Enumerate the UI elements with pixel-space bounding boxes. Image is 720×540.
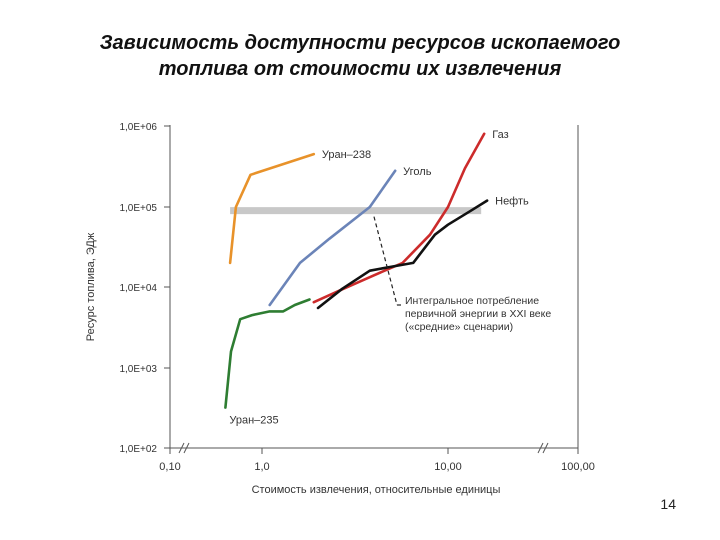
- series-label-уран-235: Уран–235: [229, 415, 278, 427]
- axis-break-left: [178, 442, 190, 454]
- y-axis-label: Ресурс топлива, ЭДж: [85, 232, 97, 341]
- y-tick-label: 1,0E+05: [119, 203, 157, 214]
- series-line-уран-235: [224, 298, 311, 409]
- x-tick-label: 10,00: [434, 461, 462, 473]
- x-axis-ticks: 0,10 1,0 10,00 100,00: [159, 448, 595, 473]
- title-line-1: Зависимость доступности ресурсов ископае…: [99, 32, 621, 54]
- y-tick-label: 1,0E+03: [119, 364, 157, 375]
- plot-area: [169, 125, 579, 454]
- x-tick-label: 100,00: [561, 461, 595, 473]
- series-line-уголь: [268, 169, 397, 307]
- annotation-leader: [373, 216, 398, 306]
- axis-break-right: [537, 442, 549, 454]
- series-label-уголь: Уголь: [403, 166, 432, 178]
- series-line-уран-238: [228, 152, 316, 265]
- page-number: 14: [660, 496, 676, 512]
- y-tick-label: 1,0E+04: [119, 283, 157, 294]
- title-line-2: топлива от стоимости их извлечения: [158, 58, 562, 80]
- annotation-text-line: Интегральное потребление: [405, 295, 539, 307]
- annotation-text-line: («средние» сценарии): [405, 321, 513, 333]
- series-label-газ: Газ: [492, 129, 508, 141]
- chart-title: Зависимость доступности ресурсов ископае…: [0, 30, 720, 82]
- series-layer: Уран–238 Уголь Газ Нефть Уран–235: [224, 129, 529, 427]
- x-tick-label: 0,10: [159, 461, 180, 473]
- series-line-нефть: [316, 199, 489, 310]
- x-tick-label: 1,0: [254, 461, 269, 473]
- series-label-уран-238: Уран–238: [322, 149, 371, 161]
- y-tick-label: 1,0E+06: [119, 122, 157, 133]
- series-label-нефть: Нефть: [495, 196, 529, 208]
- y-axis-ticks: 1,0E+02 1,0E+03 1,0E+04 1,0E+05 1,0E+06: [119, 122, 170, 455]
- annotation-text-line: первичной энергии в XXI веке: [405, 308, 551, 320]
- y-tick-label: 1,0E+02: [119, 444, 157, 455]
- x-axis-label: Стоимость извлечения, относительные един…: [252, 484, 501, 496]
